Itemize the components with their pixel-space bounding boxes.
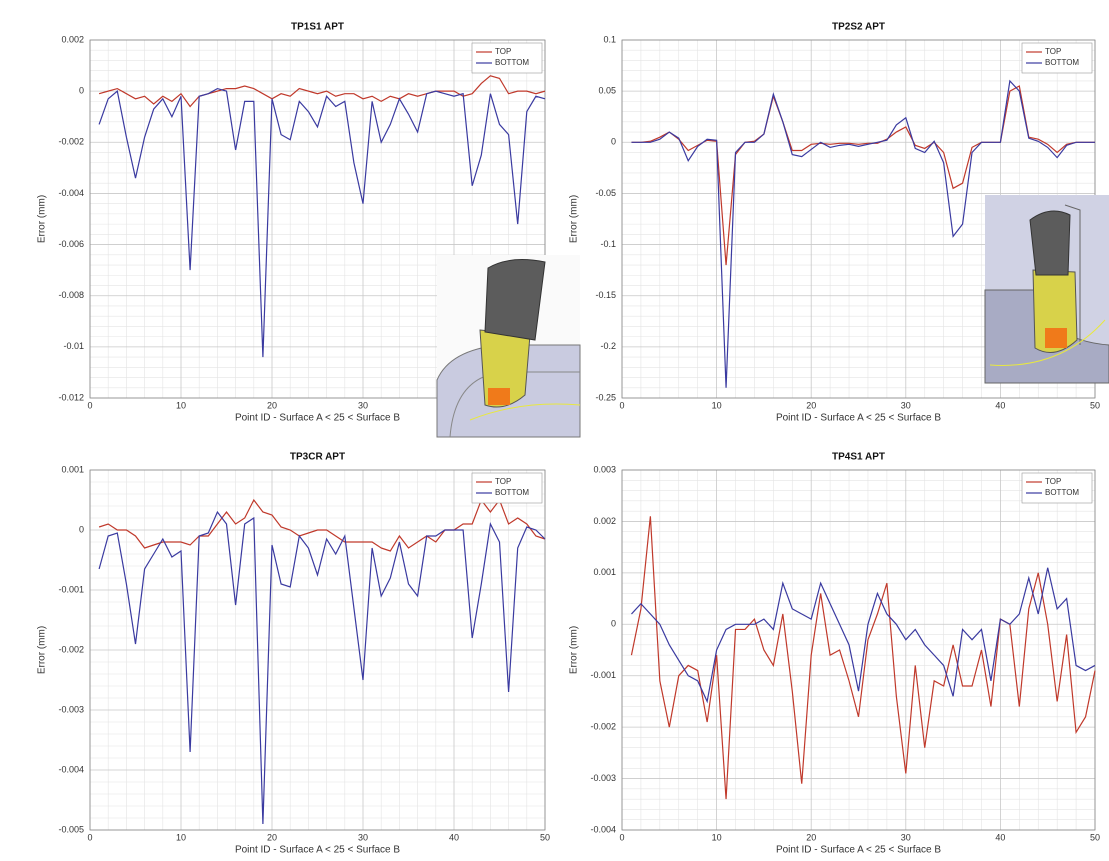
chart-title: TP1S1 APT	[291, 22, 344, 33]
plot-area	[622, 470, 1095, 830]
y-tick-label: -0.004	[58, 764, 84, 774]
x-tick-label: 50	[540, 832, 550, 842]
y-tick-label: -0.002	[58, 644, 84, 654]
y-tick-label: -0.002	[590, 722, 616, 732]
y-tick-label: -0.1	[600, 239, 616, 249]
y-tick-label: -0.15	[595, 290, 616, 300]
x-axis-label: Point ID - Surface A < 25 < Surface B	[776, 845, 941, 856]
y-tick-label: 0.003	[593, 464, 616, 474]
x-tick-label: 30	[358, 832, 368, 842]
legend-label: TOP	[1045, 47, 1061, 56]
chart-title: TP4S1 APT	[832, 452, 885, 463]
legend-label: BOTTOM	[1045, 488, 1079, 497]
y-tick-label: -0.001	[590, 670, 616, 680]
y-axis-label: Error (mm)	[37, 626, 48, 674]
chart-title: TP3CR APT	[290, 452, 345, 463]
y-tick-label: 0	[79, 86, 84, 96]
x-tick-label: 10	[176, 400, 186, 410]
legend: TOP BOTTOM	[1022, 43, 1092, 73]
chart-title: TP2S2 APT	[832, 22, 885, 33]
y-tick-label: 0.002	[61, 34, 84, 44]
y-tick-label: -0.006	[58, 239, 84, 249]
legend-label: TOP	[1045, 477, 1061, 486]
legend-label: BOTTOM	[495, 58, 529, 67]
x-tick-label: 40	[995, 832, 1005, 842]
subplot: 0 10 20 30 40 50 0.003 0.002 0.001 0 -0.001 -0.002 -…	[569, 452, 1100, 856]
y-tick-label: -0.004	[58, 188, 84, 198]
legend-label: TOP	[495, 477, 511, 486]
legend: TOP BOTTOM	[472, 43, 542, 73]
x-tick-label: 40	[449, 832, 459, 842]
inset-image-1	[437, 255, 580, 437]
legend-label: TOP	[495, 47, 511, 56]
x-tick-label: 50	[1090, 400, 1100, 410]
x-tick-label: 10	[712, 400, 722, 410]
y-tick-label: 0	[79, 524, 84, 534]
x-tick-label: 10	[176, 832, 186, 842]
x-axis-label: Point ID - Surface A < 25 < Surface B	[235, 413, 400, 424]
y-tick-label: -0.003	[58, 704, 84, 714]
legend: TOP BOTTOM	[472, 473, 542, 503]
y-tick-label: -0.001	[58, 584, 84, 594]
y-tick-label: -0.25	[595, 392, 616, 402]
x-tick-label: 30	[358, 400, 368, 410]
subplot: 0 10 20 30 40 50 0.001 0 -0.001 -0.002 -0.003 -0.00…	[37, 452, 550, 856]
x-tick-label: 50	[1090, 832, 1100, 842]
x-tick-label: 20	[267, 832, 277, 842]
y-tick-label: -0.005	[58, 824, 84, 834]
y-axis-label: Error (mm)	[569, 626, 580, 674]
y-tick-label: -0.003	[590, 773, 616, 783]
y-tick-label: -0.05	[595, 188, 616, 198]
y-tick-label: -0.002	[58, 137, 84, 147]
y-tick-label: 0.001	[61, 464, 84, 474]
x-tick-label: 0	[619, 400, 624, 410]
legend-label: BOTTOM	[1045, 58, 1079, 67]
x-axis-label: Point ID - Surface A < 25 < Surface B	[776, 413, 941, 424]
y-tick-label: 0.05	[598, 86, 616, 96]
x-tick-label: 40	[995, 400, 1005, 410]
y-tick-label: -0.004	[590, 824, 616, 834]
y-tick-label: -0.012	[58, 392, 84, 402]
y-tick-label: -0.008	[58, 290, 84, 300]
x-tick-label: 30	[901, 832, 911, 842]
y-tick-label: 0	[611, 619, 616, 629]
x-tick-label: 30	[901, 400, 911, 410]
y-axis-label: Error (mm)	[569, 195, 580, 243]
x-tick-label: 0	[87, 832, 92, 842]
x-tick-label: 10	[712, 832, 722, 842]
legend: TOP BOTTOM	[1022, 473, 1092, 503]
x-axis-label: Point ID - Surface A < 25 < Surface B	[235, 845, 400, 856]
y-tick-label: -0.01	[63, 341, 84, 351]
x-tick-label: 0	[87, 400, 92, 410]
y-tick-label: 0	[611, 137, 616, 147]
x-tick-label: 20	[267, 400, 277, 410]
y-tick-label: 0.1	[603, 34, 616, 44]
x-tick-label: 0	[619, 832, 624, 842]
x-tick-label: 20	[806, 832, 816, 842]
inset-image-2	[985, 195, 1109, 383]
y-axis-label: Error (mm)	[37, 195, 48, 243]
x-tick-label: 20	[806, 400, 816, 410]
figure: 0 10 20 30 40 50 0.002 0 -0.002 -0.004 -0.006 -0.00…	[0, 0, 1109, 861]
legend-label: BOTTOM	[495, 488, 529, 497]
y-tick-label: -0.2	[600, 341, 616, 351]
y-tick-label: 0.002	[593, 516, 616, 526]
y-tick-label: 0.001	[593, 567, 616, 577]
